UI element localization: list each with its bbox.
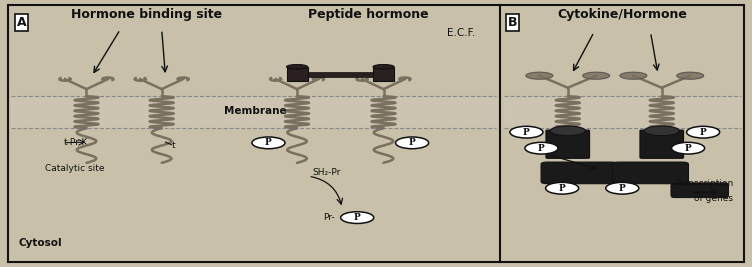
Text: P: P: [409, 138, 415, 147]
Bar: [306, 72, 374, 77]
FancyBboxPatch shape: [671, 184, 728, 198]
Text: P: P: [559, 184, 566, 193]
Circle shape: [672, 142, 705, 154]
Circle shape: [341, 212, 374, 223]
Ellipse shape: [550, 126, 585, 136]
Circle shape: [687, 126, 720, 138]
Circle shape: [525, 142, 558, 154]
Text: B: B: [508, 16, 517, 29]
Circle shape: [606, 182, 638, 194]
Text: P: P: [265, 138, 271, 147]
Text: E.C.F.: E.C.F.: [447, 28, 476, 38]
Text: Cytosol: Cytosol: [19, 238, 62, 248]
Bar: [373, 67, 394, 81]
Text: SH₂-Pr: SH₂-Pr: [312, 168, 341, 177]
Text: t: t: [171, 141, 175, 150]
Circle shape: [396, 137, 429, 149]
Text: P: P: [619, 184, 626, 193]
Text: Cytokine/Hormone: Cytokine/Hormone: [558, 8, 687, 21]
Ellipse shape: [373, 65, 394, 69]
Text: Membrane: Membrane: [224, 106, 287, 116]
Polygon shape: [583, 72, 610, 79]
Text: of genes: of genes: [694, 194, 733, 203]
Text: P: P: [700, 128, 706, 137]
Text: P: P: [685, 144, 691, 153]
Bar: [287, 67, 308, 81]
Polygon shape: [526, 72, 553, 79]
Text: P: P: [354, 213, 360, 222]
Text: t-Pr-K: t-Pr-K: [64, 138, 88, 147]
Circle shape: [252, 137, 285, 149]
Text: Transcription: Transcription: [675, 179, 733, 188]
Polygon shape: [620, 72, 647, 79]
FancyBboxPatch shape: [640, 130, 684, 158]
Circle shape: [546, 182, 579, 194]
Text: Catalytic site: Catalytic site: [45, 164, 105, 173]
Text: P: P: [523, 128, 529, 137]
Ellipse shape: [287, 65, 308, 69]
Text: P: P: [538, 144, 544, 153]
FancyBboxPatch shape: [546, 130, 590, 158]
FancyBboxPatch shape: [612, 162, 689, 184]
Circle shape: [510, 126, 543, 138]
Text: A: A: [17, 16, 26, 29]
FancyBboxPatch shape: [541, 162, 617, 184]
Text: Peptide hormone: Peptide hormone: [308, 8, 429, 21]
FancyBboxPatch shape: [671, 183, 728, 196]
Text: Pr-: Pr-: [323, 213, 335, 222]
Polygon shape: [677, 72, 704, 79]
Ellipse shape: [644, 126, 679, 136]
Text: Hormone binding site: Hormone binding site: [71, 8, 222, 21]
